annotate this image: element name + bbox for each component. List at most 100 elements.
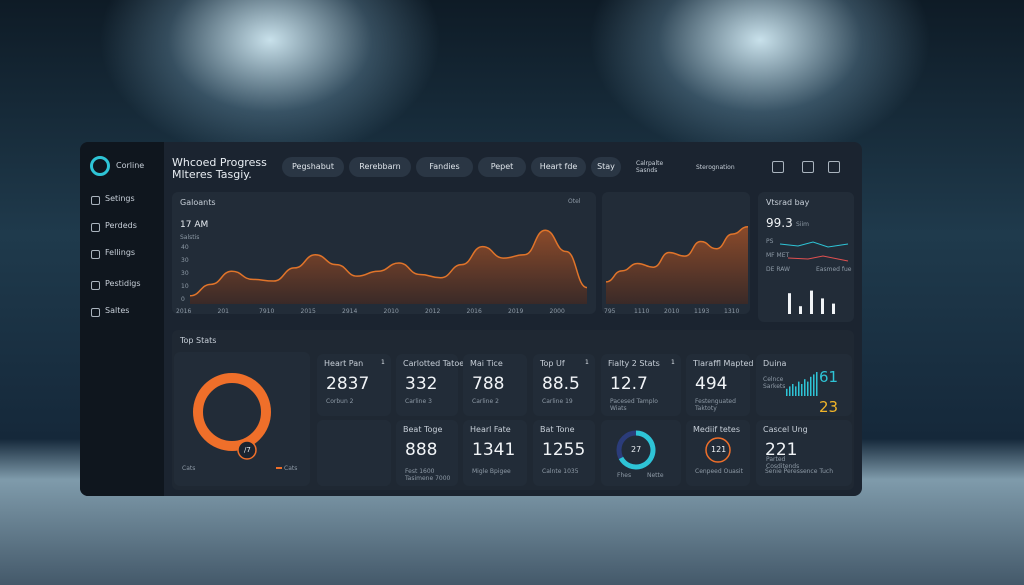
x-tick-label: 2012	[425, 308, 440, 315]
chart-card: 795 1110 2010 1193 1310	[602, 192, 750, 315]
account[interactable]: Calrpalte Sasnds	[636, 160, 664, 174]
sidebar-item[interactable]: Pestidigs	[105, 279, 141, 288]
stat-footer: Carline 2	[472, 398, 499, 405]
bar	[798, 381, 800, 396]
stat-title: Duina	[763, 359, 787, 368]
legend-label: Cats	[284, 465, 297, 472]
stat-value: 88.5	[542, 374, 580, 394]
legend-item: Easmed fue	[816, 266, 852, 273]
bar	[816, 372, 818, 396]
bar	[801, 384, 803, 396]
stat-title: Fhes	[617, 472, 632, 479]
x-tick-label: 1310	[724, 308, 739, 315]
chart-label: Salstis	[180, 234, 200, 241]
tab[interactable]: Rerebbarn	[349, 157, 411, 177]
y-tick-label: 0	[181, 296, 185, 303]
stat-footer: Calnte 1035	[542, 468, 579, 475]
bar	[789, 386, 791, 396]
sidebar-icon	[91, 250, 100, 259]
sidebar-item[interactable]: Fellings	[105, 248, 136, 257]
stat-card: Mediif tetes 121 Cenpeed Ouasit	[686, 420, 750, 486]
line	[605, 225, 749, 283]
stat-value: 332	[405, 374, 438, 394]
bar	[788, 293, 791, 314]
stat-value: 23	[819, 398, 839, 416]
chart: 795 1110 2010 1193 1310	[604, 225, 749, 315]
stat-footer: Celnce Sarkets	[763, 376, 786, 390]
stat-card: Bat Tone 1255 Calnte 1035	[533, 420, 595, 486]
sidebar-item[interactable]: Setings	[105, 194, 135, 203]
chart	[779, 241, 849, 314]
logo-text: Corline	[116, 161, 145, 170]
x-tick-label: 2010	[384, 308, 399, 315]
chart-card: Galoants Otel 17 AM Salstis 40 30 30 10 0 2016 201…	[172, 192, 596, 315]
stat-footer: Carline 3	[405, 398, 432, 405]
chart	[705, 437, 731, 463]
donut-label: Cats	[182, 465, 195, 472]
icon-button[interactable]	[772, 161, 784, 173]
icon-button[interactable]	[828, 161, 840, 173]
x-tick-label: 1110	[634, 308, 649, 315]
stat-card: Hearl Fate 1341 Migle Bpigee	[463, 420, 527, 486]
chart: /7 Cats Cats	[182, 373, 297, 472]
sidebar-item[interactable]: Saltes	[105, 306, 130, 315]
stat-badge: 1	[585, 359, 589, 366]
x-tick-label: 2914	[342, 308, 357, 315]
line	[189, 229, 588, 297]
tab[interactable]: Stay	[591, 157, 621, 177]
x-tick-label: 2010	[664, 308, 679, 315]
bar	[795, 386, 797, 396]
stat-value: 788	[472, 374, 505, 394]
legend-item: DE RAW	[766, 266, 790, 273]
stat-value: 121	[711, 445, 727, 454]
bar	[807, 381, 809, 396]
tab[interactable]: Fandies	[416, 157, 473, 177]
stat-card: Duina 61 23 Celnce Sarkets	[756, 354, 852, 416]
tab[interactable]: Heart fde	[531, 157, 586, 177]
bar	[821, 298, 824, 314]
bar	[810, 376, 812, 396]
stat-card: Fhes 27 Nette	[601, 420, 681, 486]
subtitle: Mlteres Tasgiy.	[172, 168, 252, 181]
ring	[705, 437, 731, 463]
stat-footer: Corbun 2	[326, 398, 354, 405]
trend-line	[787, 255, 849, 262]
chart-value: 17 AM	[180, 220, 209, 230]
sidebar-icon	[91, 223, 100, 232]
stat-card: Beat Toge 888 Fest 1600 Tasimene 7000	[396, 420, 458, 486]
x-tick-label: 2016	[467, 308, 482, 315]
sidebar	[80, 142, 164, 496]
stat-footer: Pacesed Tamplo Wiats	[610, 398, 658, 412]
stat-footer: Migle Bpigee	[472, 468, 511, 475]
x-tick-label: 7910	[259, 308, 274, 315]
x-tick-label: 201	[218, 308, 230, 315]
stat-footer: Senie Peressence Tuch	[765, 468, 833, 475]
stat-title: Heart Pan	[324, 359, 364, 368]
stat-title: Tlaraffl Mapted	[693, 359, 754, 368]
chart-filter[interactable]: Otel	[568, 198, 581, 205]
bar	[799, 306, 802, 314]
stat-value: 888	[405, 440, 438, 460]
tab[interactable]: Pegshabut	[282, 157, 344, 177]
bar	[832, 303, 835, 314]
stat-footer: Nette	[647, 472, 664, 479]
donut-center-label: /7	[244, 446, 251, 454]
icon-button[interactable]	[802, 161, 814, 173]
bar	[804, 379, 806, 396]
menu[interactable]: Sterognation	[696, 164, 735, 171]
sidebar-icon	[91, 308, 100, 317]
stat-footer: Festenguated Taktoty	[695, 398, 736, 412]
stat-title: Top Uf	[540, 359, 565, 368]
area	[606, 226, 748, 304]
tab[interactable]: Pepet	[478, 157, 526, 177]
stat-value: 221	[765, 440, 798, 460]
y-tick-label: 30	[181, 257, 189, 264]
chart	[786, 372, 818, 396]
sidebar-item[interactable]: Perdeds	[105, 221, 137, 230]
x-tick-label: 1193	[694, 308, 709, 315]
bar	[786, 388, 788, 396]
sidebar-icon	[91, 281, 100, 290]
bar	[810, 290, 813, 314]
stat-value: 2837	[326, 374, 370, 394]
stat-footer: Fest 1600 Tasimene 7000	[405, 468, 451, 482]
